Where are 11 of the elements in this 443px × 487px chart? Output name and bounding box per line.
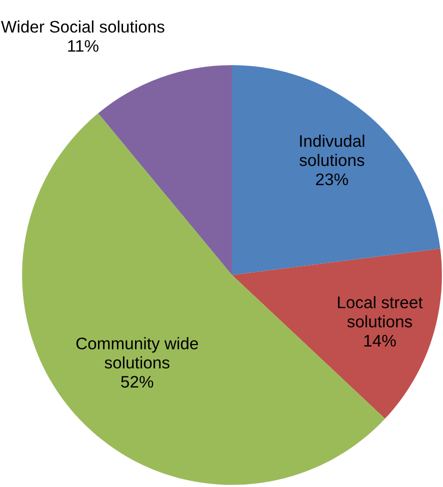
data-label: 52% xyxy=(121,376,154,388)
pie-slice xyxy=(98,65,232,275)
slice-label: Community wide solutions xyxy=(76,337,198,369)
data-label: 23% xyxy=(316,173,348,186)
slice-label: Wider Social solutions xyxy=(1,20,164,33)
slice-label: Local street solutions xyxy=(338,296,423,328)
data-label: 14% xyxy=(364,334,396,347)
slice-label: Indivudal solutions xyxy=(300,134,364,166)
data-label: 11% xyxy=(68,40,98,52)
pie-slice xyxy=(232,248,442,419)
pie-slice xyxy=(232,65,440,275)
